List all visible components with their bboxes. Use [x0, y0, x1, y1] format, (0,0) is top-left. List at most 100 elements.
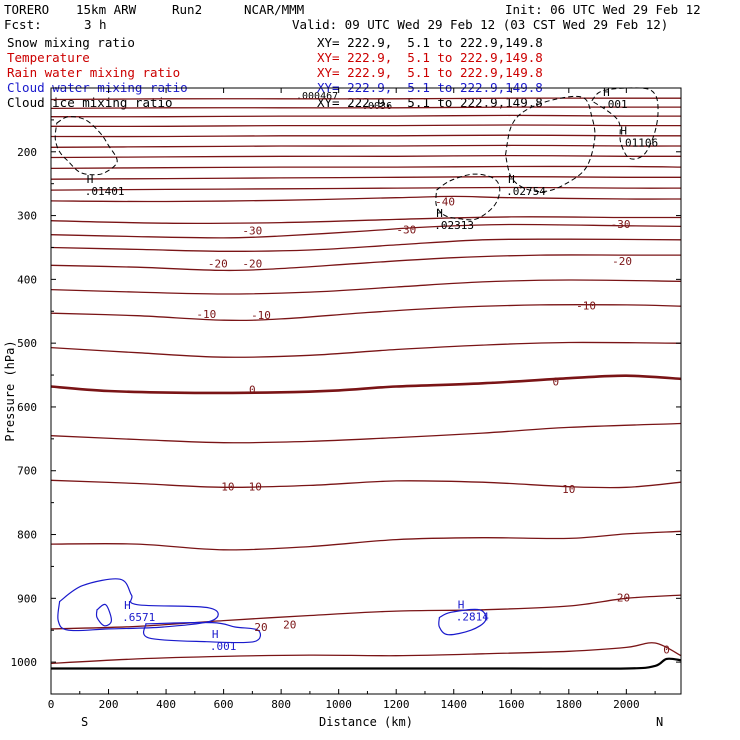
max-value-label: .01106: [618, 136, 658, 149]
max-marker-h: H: [603, 86, 610, 99]
max-value-label: .2814: [456, 610, 489, 623]
cloud-water-contour: [57, 578, 219, 632]
isotherm-m46: [50, 165, 682, 170]
x-tick-label: 200: [99, 698, 119, 711]
max-marker-h: H: [458, 598, 465, 611]
isotherm-m48: [50, 154, 682, 159]
header-fcst-value: 3 h: [84, 17, 107, 32]
isotherm-m44: [50, 176, 682, 180]
x-tick-label: 1800: [556, 698, 583, 711]
isotherm-15: [50, 530, 682, 551]
isotherm-label: -10: [576, 300, 596, 313]
cloud-ice-contour: [504, 95, 596, 193]
isotherm-label: 10: [562, 483, 575, 496]
isotherm-label: -30: [611, 218, 631, 231]
header-org: NCAR/MMM: [244, 2, 305, 17]
isotherm-label: 0: [249, 384, 256, 397]
y-tick-label: 800: [17, 529, 37, 542]
isotherm-label: 20: [254, 621, 267, 634]
y-tick-label: 200: [17, 146, 37, 159]
header-run: Run2: [172, 2, 203, 17]
field-name-temperature: Temperature: [7, 50, 90, 65]
plot-frame: [50, 87, 682, 695]
isotherm-label: 0: [553, 375, 560, 388]
isotherm-label: -10: [196, 308, 216, 321]
isotherm-label: 20: [283, 618, 296, 631]
x-tick-label: 400: [156, 698, 176, 711]
x-tick-label: 600: [214, 698, 234, 711]
isotherm-m15: [50, 279, 682, 295]
isotherm-m52: [50, 134, 682, 138]
field-name-rain: Rain water mixing ratio: [7, 65, 181, 80]
y-tick-label: 400: [17, 273, 37, 286]
x-axis-label: Distance (km): [319, 715, 413, 729]
x-tick-label: 1600: [498, 698, 525, 711]
isotherm-m60: [50, 97, 681, 101]
field-name-snow: Snow mixing ratio: [7, 35, 135, 50]
y-tick-label: 900: [17, 592, 37, 605]
y-tick-label: 600: [17, 401, 37, 414]
y-tick-label: 500: [17, 337, 37, 350]
isotherm-label: -40: [435, 196, 455, 209]
isotherm-m40: [50, 195, 682, 203]
isotherm-m56: [50, 114, 682, 118]
max-value-label: .01401: [85, 185, 125, 198]
isotherm-0: [50, 374, 682, 395]
isotherm-label: 0: [663, 643, 670, 656]
x-tick-label: 0: [48, 698, 55, 711]
max-marker-h: H: [436, 207, 443, 220]
isotherm-label: 20: [617, 592, 630, 605]
max-value-label: .02313: [434, 219, 474, 232]
isotherm-m10: [50, 304, 682, 322]
max-value-label: .6571: [122, 611, 155, 624]
isotherm-5: [50, 422, 682, 444]
isotherm-m35: [50, 216, 682, 225]
field-xy-snow: XY= 222.9, 5.1 to 222.9,149.8: [317, 35, 543, 50]
y-tick-label: 700: [17, 465, 37, 478]
isotherm-label: -10: [251, 309, 271, 322]
x-tick-label: 1000: [325, 698, 352, 711]
isotherm-25: [50, 642, 682, 665]
isotherm-label: 10: [221, 481, 234, 494]
cloud-water-contour: [142, 621, 261, 644]
x-tick-label: 1200: [383, 698, 410, 711]
isotherm-label: -30: [396, 224, 416, 237]
max-value-label: .02754: [506, 185, 546, 198]
isotherm-m20: [50, 254, 681, 272]
header-model: TORERO: [4, 2, 50, 17]
cloud-ice-contour: [54, 116, 118, 176]
max-marker-h: H: [212, 628, 219, 641]
max-value-label: .001: [210, 640, 237, 653]
header-valid: Valid: 09 UTC Wed 29 Feb 12 (03 CST Wed …: [292, 17, 669, 32]
header-init: Init: 06 UTC Wed 29 Feb 12: [505, 2, 701, 17]
overlap-label-1: .000467: [296, 91, 339, 102]
isotherm-m54: [50, 124, 682, 127]
max-marker-h: H: [508, 173, 515, 186]
y-tick-label: 1000: [11, 656, 38, 669]
isotherm-m42: [50, 186, 682, 191]
field-xy-temperature: XY= 222.9, 5.1 to 222.9,149.8: [317, 50, 543, 65]
isotherm-10: [50, 479, 682, 489]
x-tick-label: 2000: [613, 698, 640, 711]
isotherm-m58: [50, 106, 681, 110]
isotherm-m25: [50, 238, 682, 252]
y-axis-label: Pressure (hPa): [3, 340, 17, 441]
isotherm-label: -20: [242, 257, 262, 270]
cloud-ice-contour: [435, 173, 501, 221]
y-tick-label: 300: [17, 210, 37, 223]
header-fcst-label: Fcst:: [4, 17, 42, 32]
isotherm-label: -20: [612, 255, 632, 268]
isotherm-label: -20: [208, 257, 228, 270]
x-tick-label: 1400: [440, 698, 467, 711]
ground-surface: [51, 657, 682, 670]
cloud-water-contour: [438, 608, 487, 636]
header-resolution: 15km ARW: [76, 2, 137, 17]
max-marker-h: H: [87, 173, 94, 186]
isotherm-m5: [50, 341, 682, 358]
isotherm-m30: [50, 223, 682, 239]
endpoint-left: S: [81, 715, 88, 729]
endpoint-right: N: [656, 715, 663, 729]
isotherm-20: [50, 594, 682, 630]
